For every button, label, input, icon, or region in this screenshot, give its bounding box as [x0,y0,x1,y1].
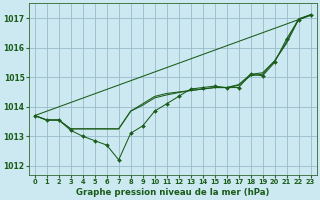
X-axis label: Graphe pression niveau de la mer (hPa): Graphe pression niveau de la mer (hPa) [76,188,269,197]
